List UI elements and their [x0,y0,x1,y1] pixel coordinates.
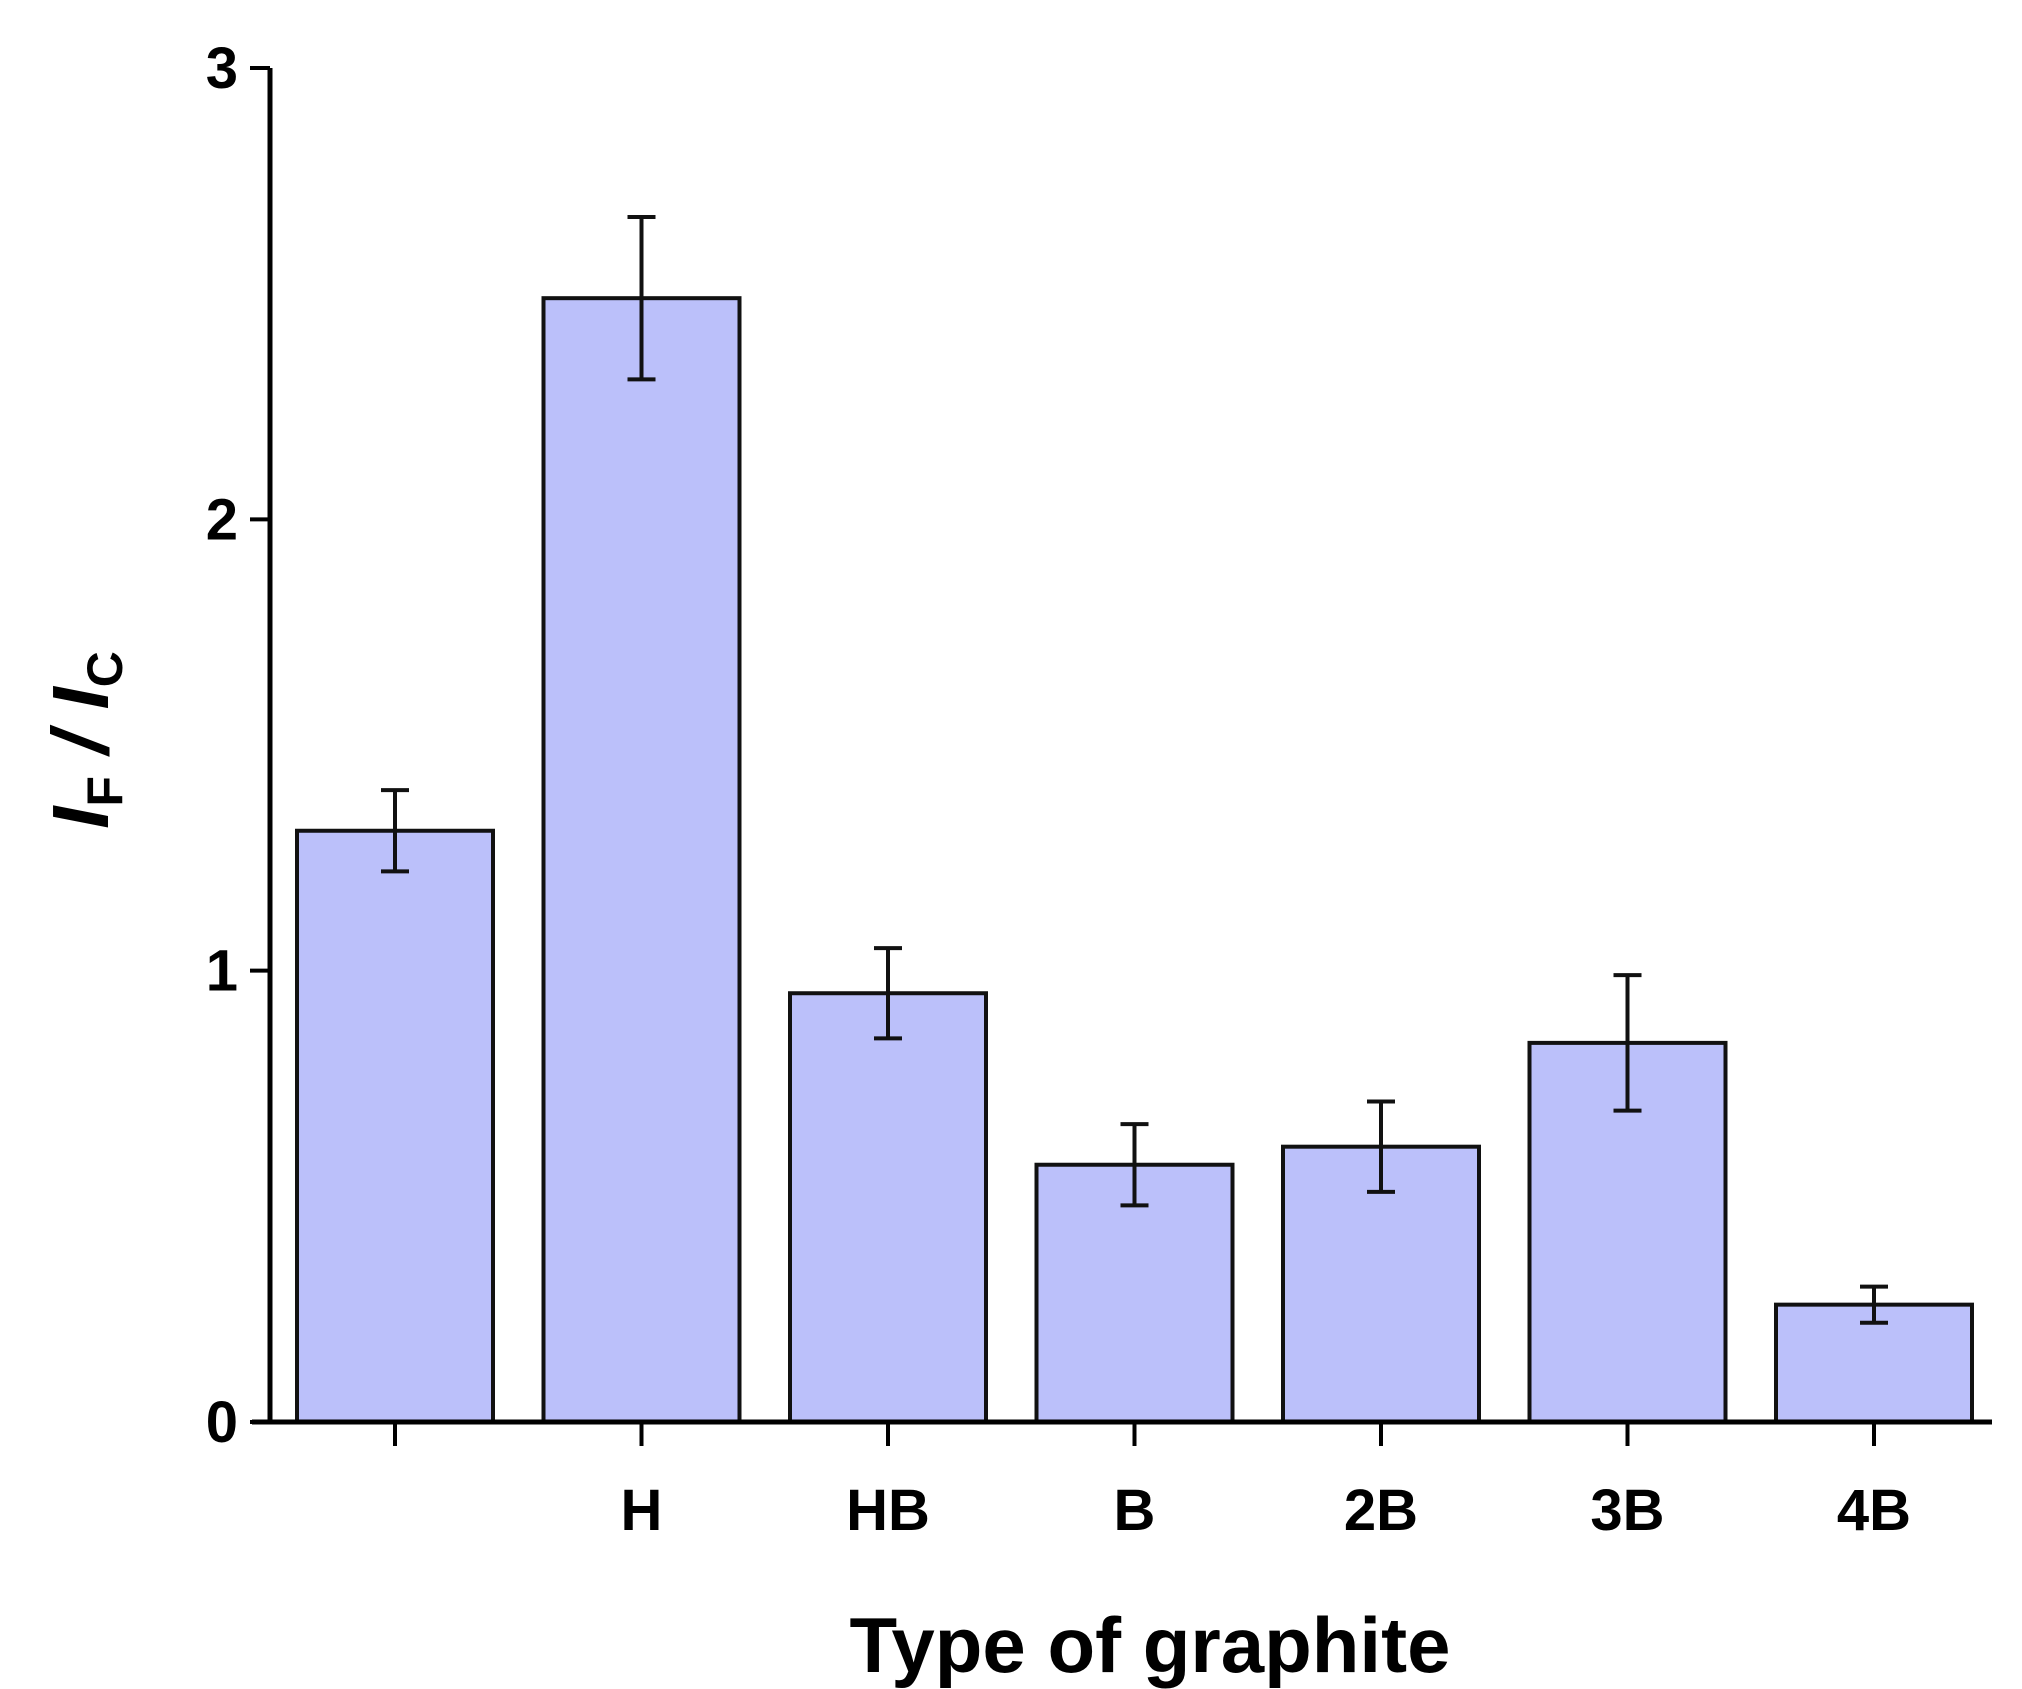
bar-unlabeled [295,828,495,1424]
bar-4B [1774,1302,1974,1424]
y-axis-title: IF / IC [36,651,133,829]
bars-group [295,296,1974,1424]
x-tick-label: 4B [1837,1478,1911,1543]
y-tick-label: 2 [206,487,238,552]
error-bar-2B [1367,1099,1395,1194]
y-axis-title-main-2: I [36,685,125,709]
error-bar-H [627,214,656,382]
error-bar-HB [874,946,902,1041]
x-tick-label: 3B [1590,1478,1664,1543]
error-bar-4B [1860,1284,1888,1325]
y-tick-label: 1 [206,939,238,1004]
x-axis-title: Type of graphite [850,1601,1451,1689]
x-tick-label: H [621,1478,663,1543]
bar-B [1034,1162,1235,1424]
error-bar-unlabeled [381,788,409,874]
y-axis-title-sub-2: C [77,651,133,687]
error-bars-group [381,214,1888,1325]
y-axis-title-main-1: I [36,805,125,829]
y-axis-title-sub-1: F [77,776,133,807]
x-ticks-group: H HB B 2B 3B 4B [393,1422,1911,1543]
bar-H [541,296,742,1424]
error-bar-B [1120,1122,1149,1208]
bar-HB [788,991,988,1424]
x-tick-label: B [1114,1478,1156,1543]
x-tick-label: HB [846,1478,930,1543]
x-tick-label: 2B [1344,1478,1418,1543]
y-tick-label: 3 [206,36,238,101]
error-bar-3B [1613,973,1642,1113]
y-tick-label: 0 [206,1390,238,1455]
y-axis-title-separator: / [36,709,125,776]
y-ticks-group: 0 1 2 3 [206,36,270,1455]
